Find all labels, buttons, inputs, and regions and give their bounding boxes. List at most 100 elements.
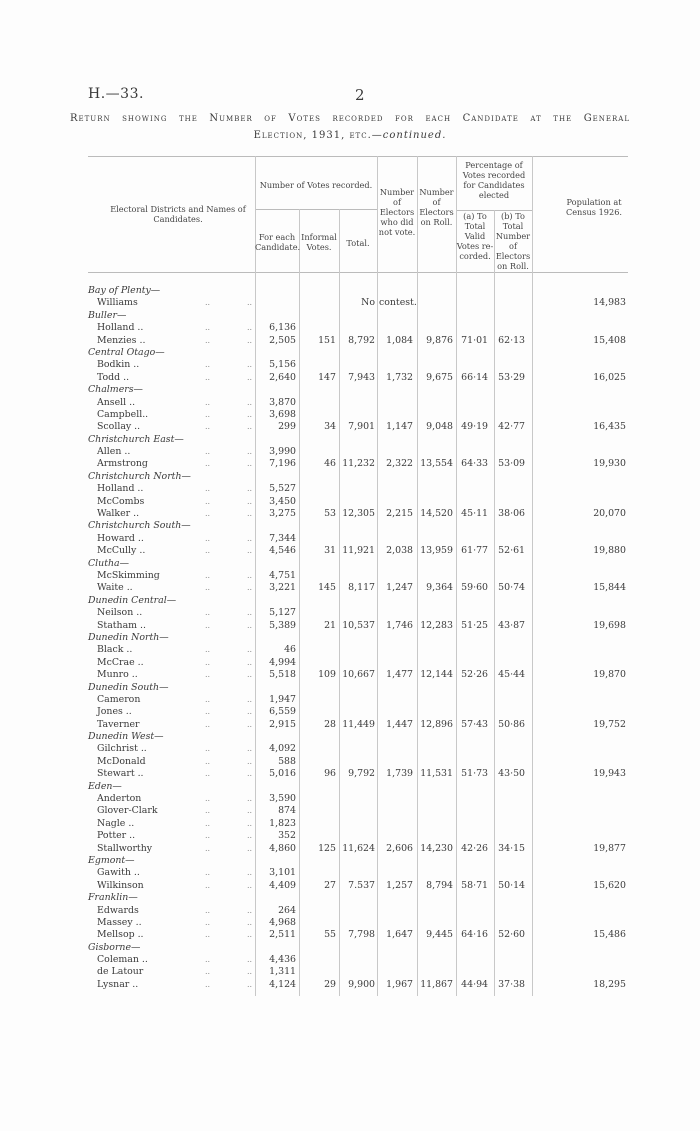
district-row: Gisborne— xyxy=(0,942,700,954)
candidate-row: Gawith ...... 3,101 xyxy=(0,867,700,879)
candidate-votes: 6,559 xyxy=(269,706,296,718)
electors-not-voted: 2,322 xyxy=(386,458,413,470)
candidate-row: McCully ...... 4,546 31 11,921 2,038 13,959 61… xyxy=(0,545,700,557)
candidate-name: Todd .. xyxy=(97,371,130,383)
dot-leader: .. xyxy=(247,335,253,345)
pct-valid-votes: 49·19 xyxy=(461,421,488,433)
population: 16,025 xyxy=(593,371,626,383)
total-votes: 9,792 xyxy=(348,768,375,780)
dot-leader: .. xyxy=(247,905,253,915)
dot-leader: .. xyxy=(205,298,211,308)
electors-not-voted: contest. xyxy=(379,297,417,309)
district-name: Bay of Plenty— xyxy=(88,285,161,296)
pct-electors-on-roll: 53·29 xyxy=(498,371,525,383)
candidate-name: Armstrong xyxy=(97,458,148,470)
total-votes: 11,449 xyxy=(342,718,375,730)
dot-leader: .. xyxy=(205,484,211,494)
candidate-name: Munro .. xyxy=(97,669,138,681)
informal-votes: 46 xyxy=(324,458,336,470)
candidate-name: Taverner xyxy=(97,718,140,730)
candidate-votes: 7,196 xyxy=(269,458,296,470)
district-name: Dunedin Central— xyxy=(88,594,177,606)
dot-leader: .. xyxy=(205,323,211,333)
candidate-votes: 2,640 xyxy=(269,371,296,383)
candidate-votes: 7,344 xyxy=(269,532,296,544)
table-title-line2: Election, 1931, etc.—continued. xyxy=(70,130,630,141)
candidate-name: Jones .. xyxy=(97,706,132,718)
population: 15,408 xyxy=(593,334,626,346)
header-not-voted: Number of Electors who did not vote. xyxy=(378,187,416,237)
pct-electors-on-roll: 50·74 xyxy=(498,582,525,594)
total-votes: 12,305 xyxy=(342,508,375,520)
pct-electors-on-roll: 52·60 xyxy=(498,929,525,941)
dot-leader: .. xyxy=(205,769,211,779)
pct-valid-votes: 52·26 xyxy=(461,669,488,681)
dot-leader: .. xyxy=(205,831,211,841)
column-divider xyxy=(417,156,418,996)
dot-leader: .. xyxy=(205,372,211,382)
candidate-votes: 4,409 xyxy=(269,879,296,891)
pct-valid-votes: 61·77 xyxy=(461,545,488,557)
population: 15,844 xyxy=(593,582,626,594)
district-name: Gisborne— xyxy=(88,941,141,953)
candidate-row: Campbell...... 3,698 xyxy=(0,409,700,421)
district-name: Christchurch North— xyxy=(88,470,191,482)
dot-leader: .. xyxy=(205,880,211,890)
informal-votes: 125 xyxy=(318,842,336,854)
header-population: Population at Census 1926. xyxy=(565,197,623,217)
candidate-votes: 2,915 xyxy=(269,718,296,730)
candidate-row: Menzies ...... 2,505 151 8,792 1,084 9,876 71·… xyxy=(0,335,700,347)
header-pct-b: (b) To Total Number of Electors on Roll. xyxy=(495,211,531,271)
pct-valid-votes: 59·60 xyxy=(461,582,488,594)
candidate-row: Black ...... 46 xyxy=(0,644,700,656)
informal-votes: 147 xyxy=(318,371,336,383)
dot-leader: .. xyxy=(247,769,253,779)
dot-leader: .. xyxy=(247,360,253,370)
candidate-name: McDonald xyxy=(97,755,146,767)
district-name: Eden— xyxy=(88,780,122,792)
district-name: Christchurch East— xyxy=(88,433,184,445)
dot-leader: .. xyxy=(247,298,253,308)
district-row: Chalmers— xyxy=(0,384,700,396)
total-votes: 7,943 xyxy=(348,371,375,383)
dot-leader: .. xyxy=(205,335,211,345)
header-pct-group: Percentage of Votes recorded for Candida… xyxy=(462,160,526,200)
candidate-votes: 4,124 xyxy=(269,978,296,990)
dot-leader: .. xyxy=(247,967,253,977)
population: 15,486 xyxy=(593,929,626,941)
total-votes: 7.537 xyxy=(348,879,375,891)
dot-leader: .. xyxy=(247,756,253,766)
candidate-votes: 3,990 xyxy=(269,446,296,458)
dot-leader: .. xyxy=(247,645,253,655)
candidate-votes: 4,751 xyxy=(269,569,296,581)
total-votes: 7,798 xyxy=(348,929,375,941)
page-number: 2 xyxy=(355,86,365,104)
district-row: Bay of Plenty— xyxy=(0,285,700,297)
district-row: Clutha— xyxy=(0,558,700,570)
dot-leader: .. xyxy=(247,509,253,519)
electors-not-voted: 1,084 xyxy=(386,334,413,346)
electors-on-roll: 9,048 xyxy=(426,421,453,433)
candidate-name: Neilson .. xyxy=(97,607,143,619)
candidate-name: Glover-Clark xyxy=(97,805,158,817)
candidate-votes: 3,590 xyxy=(269,793,296,805)
candidate-votes: 3,698 xyxy=(269,408,296,420)
district-row: Dunedin Central— xyxy=(0,595,700,607)
candidate-name: Ansell .. xyxy=(97,396,136,408)
candidate-name: Williams xyxy=(97,297,138,309)
candidate-votes: 299 xyxy=(278,421,296,433)
district-name: Central Otago— xyxy=(88,346,165,358)
candidate-votes: 2,505 xyxy=(269,334,296,346)
electors-not-voted: 1,647 xyxy=(386,929,413,941)
dot-leader: .. xyxy=(247,707,253,717)
dot-leader: .. xyxy=(205,707,211,717)
total-votes: 8,792 xyxy=(348,334,375,346)
pct-valid-votes: 71·01 xyxy=(461,334,488,346)
dot-leader: .. xyxy=(205,657,211,667)
pct-electors-on-roll: 50·86 xyxy=(498,718,525,730)
column-divider xyxy=(255,156,256,996)
pct-electors-on-roll: 50·14 xyxy=(498,879,525,891)
candidate-row: Taverner.... 2,915 28 11,449 1,447 12,896 57·4… xyxy=(0,719,700,731)
dot-leader: .. xyxy=(205,719,211,729)
dot-leader: .. xyxy=(205,756,211,766)
